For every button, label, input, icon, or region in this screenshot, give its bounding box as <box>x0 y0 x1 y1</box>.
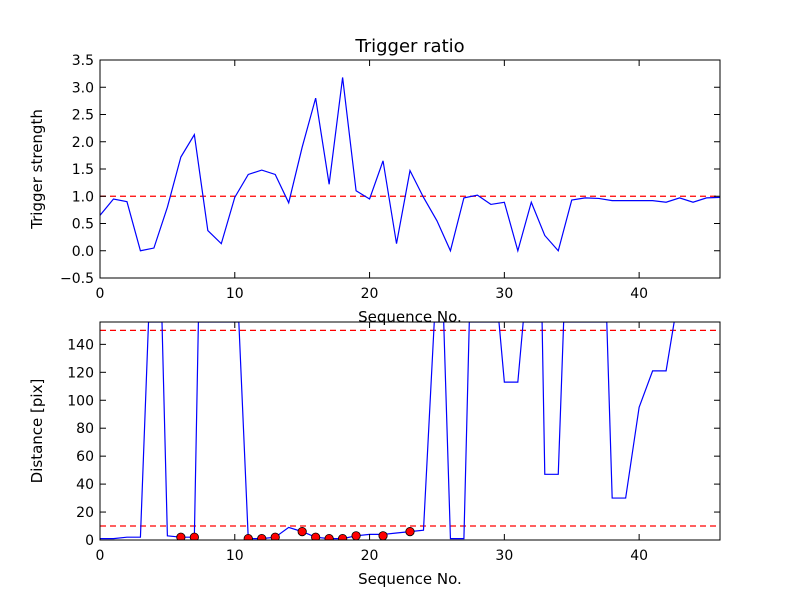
bottom-x-tick-label: 20 <box>361 548 379 564</box>
bottom-y-tick-label: 80 <box>76 421 94 437</box>
bottom-panel: 0 10 20 30 40 0 20 40 60 80 100 120 140 Sequence No. D… <box>28 321 721 588</box>
top-y-tick-label: 2.5 <box>72 108 94 124</box>
bottom-marker-point <box>270 532 280 540</box>
bottom-marker-point <box>338 534 348 540</box>
bottom-x-tick-label: 40 <box>630 548 648 564</box>
bottom-marker-point <box>243 534 253 540</box>
top-x-tick-label: 20 <box>361 286 379 302</box>
bottom-y-tick-label: 120 <box>67 365 94 381</box>
bottom-plot-area <box>100 322 720 540</box>
bottom-x-tick-label: 0 <box>96 548 105 564</box>
top-x-axis-label: Sequence No. <box>358 308 462 326</box>
top-x-tick-label: 30 <box>495 286 513 302</box>
bottom-y-tick-label: 40 <box>76 477 94 493</box>
bottom-y-tick-label: 140 <box>67 337 94 353</box>
top-y-tick-label: 0.0 <box>72 244 94 260</box>
top-y-tick-label: 3.0 <box>72 80 94 96</box>
bottom-marker-point <box>311 532 321 540</box>
top-x-tick-label: 0 <box>96 286 105 302</box>
bottom-series-line-0 <box>100 322 675 540</box>
top-plot-area <box>100 77 720 253</box>
bottom-y-tick-label: 100 <box>67 393 94 409</box>
bottom-y-tick-label: 60 <box>76 449 94 465</box>
bottom-y-axis-label: Distance [pix] <box>28 379 46 484</box>
bottom-marker-point <box>324 534 334 540</box>
bottom-x-axis-label: Sequence No. <box>358 570 462 588</box>
top-y-tick-label: 1.0 <box>72 189 94 205</box>
top-y-axis-label: Trigger strength <box>28 109 46 230</box>
top-panel: 0 10 20 30 40 −0.5 0.0 0.5 1.0 1.5 2.0 2.5 3.0 3.5 Seq… <box>28 36 721 326</box>
bottom-y-tick-label: 20 <box>76 505 94 521</box>
top-x-tick-label: 10 <box>226 286 244 302</box>
bottom-x-tick-label: 10 <box>226 548 244 564</box>
bottom-marker-point <box>176 532 186 540</box>
top-series-line-0 <box>100 77 720 253</box>
top-y-tick-label: −0.5 <box>60 271 94 287</box>
bottom-marker-point <box>378 531 388 540</box>
bottom-marker-point <box>351 531 361 540</box>
bottom-x-tick-label: 30 <box>495 548 513 564</box>
bottom-marker-point <box>297 527 307 537</box>
top-axes-frame <box>99 59 721 279</box>
bottom-axes-frame <box>99 321 721 541</box>
top-y-tick-label: 3.5 <box>72 53 94 69</box>
bottom-y-tick-label: 0 <box>85 533 94 549</box>
top-y-tick-label: 2.0 <box>72 135 94 151</box>
top-x-tick-label: 40 <box>630 286 648 302</box>
bottom-marker-point <box>257 534 267 540</box>
top-chart-title: Trigger ratio <box>354 36 464 57</box>
top-y-tick-label: 0.5 <box>72 217 94 233</box>
top-y-tick-label: 1.5 <box>72 162 94 178</box>
bottom-marker-point <box>189 532 199 540</box>
bottom-marker-point <box>405 527 415 537</box>
